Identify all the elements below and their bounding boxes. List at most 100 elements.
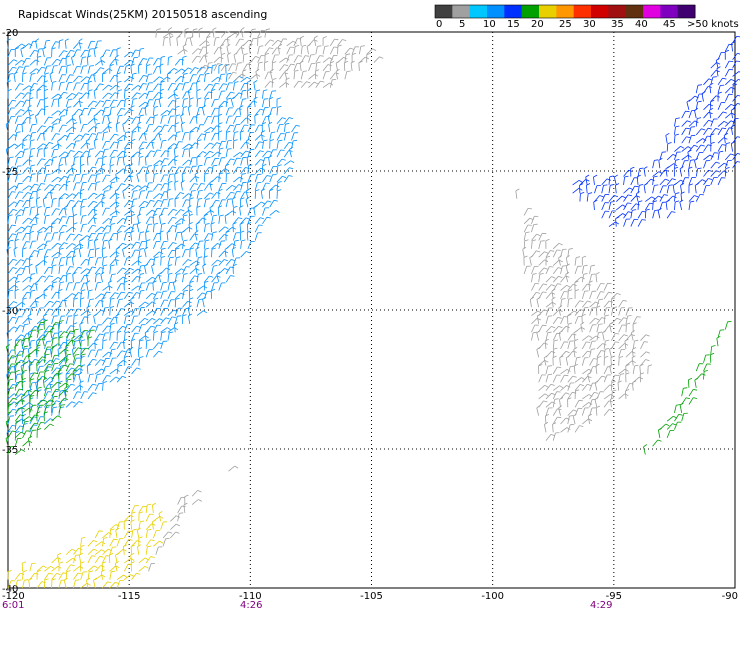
- wind-barb: [233, 54, 237, 63]
- wind-barb: [228, 63, 233, 72]
- wind-barb-flag: [44, 370, 50, 372]
- wind-barb: [160, 191, 165, 199]
- wind-barb: [116, 232, 119, 241]
- wind-barb-flag: [13, 285, 18, 288]
- wind-barb: [531, 324, 536, 333]
- wind-barb-flag: [34, 183, 39, 186]
- wind-barb: [167, 108, 173, 116]
- wind-barb: [124, 268, 131, 275]
- wind-barb: [695, 85, 699, 94]
- wind-barb: [124, 310, 131, 316]
- wind-barb: [225, 99, 228, 108]
- wind-barb: [194, 232, 198, 241]
- wind-barb: [594, 382, 598, 391]
- wind-barb: [5, 149, 9, 158]
- wind-barb-flag: [256, 73, 261, 77]
- wind-barb-flag: [168, 181, 173, 183]
- wind-barb: [57, 307, 60, 316]
- wind-barb: [195, 265, 198, 274]
- wind-barb: [581, 407, 586, 416]
- wind-barb-flag: [36, 188, 41, 192]
- wind-barb: [72, 274, 74, 283]
- wind-barb: [36, 133, 42, 141]
- wind-barb-flag: [154, 164, 159, 167]
- wind-barb-flag: [74, 314, 79, 317]
- wind-barb: [703, 178, 709, 186]
- wind-barb-flag: [51, 403, 56, 406]
- wind-barb-flag: [638, 200, 643, 203]
- wind-barb-flag: [292, 40, 297, 44]
- wind-barb: [232, 240, 236, 249]
- wind-barb-flag: [159, 540, 164, 544]
- wind-barb: [131, 325, 138, 333]
- wind-barb-flag: [544, 359, 549, 363]
- wind-barb: [65, 401, 73, 408]
- wind-barb: [36, 581, 43, 589]
- wind-barb: [233, 158, 238, 166]
- wind-barb-flag: [140, 290, 145, 292]
- wind-barb-flag: [17, 373, 22, 375]
- wind-barb-flag: [58, 289, 63, 292]
- wind-barb: [695, 128, 702, 136]
- wind-barb-flag: [334, 72, 340, 75]
- wind-barb-flag: [45, 353, 50, 356]
- wind-barb: [730, 143, 733, 152]
- wind-barb-flag: [724, 133, 728, 136]
- wind-barb: [262, 140, 264, 149]
- wind-barb-flag: [314, 81, 319, 85]
- wind-barb-flag: [91, 183, 96, 185]
- wind-barb: [15, 59, 22, 66]
- wind-barb: [582, 283, 588, 291]
- wind-barb: [283, 124, 286, 133]
- wind-barb-flag: [557, 366, 562, 368]
- wind-barb-flag: [189, 280, 194, 283]
- wind-barb: [51, 355, 55, 363]
- wind-barb: [240, 124, 245, 133]
- wind-barb: [652, 195, 659, 202]
- wind-barb-flag: [14, 344, 19, 347]
- wind-barb: [596, 332, 599, 341]
- wind-barb-flag: [657, 439, 662, 442]
- wind-barb: [13, 249, 16, 258]
- wind-barb: [218, 91, 222, 99]
- wind-barb-flag: [543, 283, 548, 286]
- wind-barb-flag: [139, 339, 144, 342]
- wind-barb: [159, 232, 162, 241]
- wind-barb-flag: [66, 272, 71, 275]
- wind-barb-flag: [92, 133, 97, 135]
- wind-barb: [587, 374, 590, 383]
- wind-barb-flag: [30, 164, 35, 167]
- wind-barb: [152, 282, 154, 291]
- wind-barb: [545, 276, 552, 283]
- wind-barb: [182, 107, 184, 116]
- wind-barb: [203, 224, 206, 233]
- wind-barb-flag: [59, 197, 64, 200]
- wind-barb: [22, 338, 26, 347]
- wind-barb: [65, 82, 69, 91]
- wind-barb-flag: [11, 166, 17, 168]
- wind-barb: [116, 276, 124, 283]
- wind-barb-flag: [187, 67, 192, 70]
- wind-barb: [116, 308, 122, 316]
- wind-barb: [145, 504, 148, 513]
- wind-barb-flag: [665, 132, 670, 136]
- wind-barb: [36, 207, 39, 216]
- wind-barb-flag: [631, 355, 636, 359]
- wind-barb: [191, 55, 198, 63]
- wind-barb: [182, 159, 189, 166]
- x-tick-label: -115: [118, 591, 141, 602]
- wind-barb: [189, 242, 196, 250]
- wind-barb-flag: [6, 80, 11, 83]
- wind-barb: [180, 182, 183, 191]
- wind-barb: [567, 299, 569, 308]
- wind-barb: [271, 39, 279, 47]
- wind-barb-flag: [129, 267, 134, 271]
- wind-barb: [114, 257, 118, 266]
- wind-barb-flag: [19, 380, 24, 383]
- wind-barb: [94, 359, 101, 366]
- wind-barb: [65, 308, 72, 316]
- wind-barb: [123, 324, 128, 333]
- wind-barb: [545, 407, 549, 416]
- wind-barb: [109, 49, 114, 58]
- wind-barb-flag: [142, 505, 147, 508]
